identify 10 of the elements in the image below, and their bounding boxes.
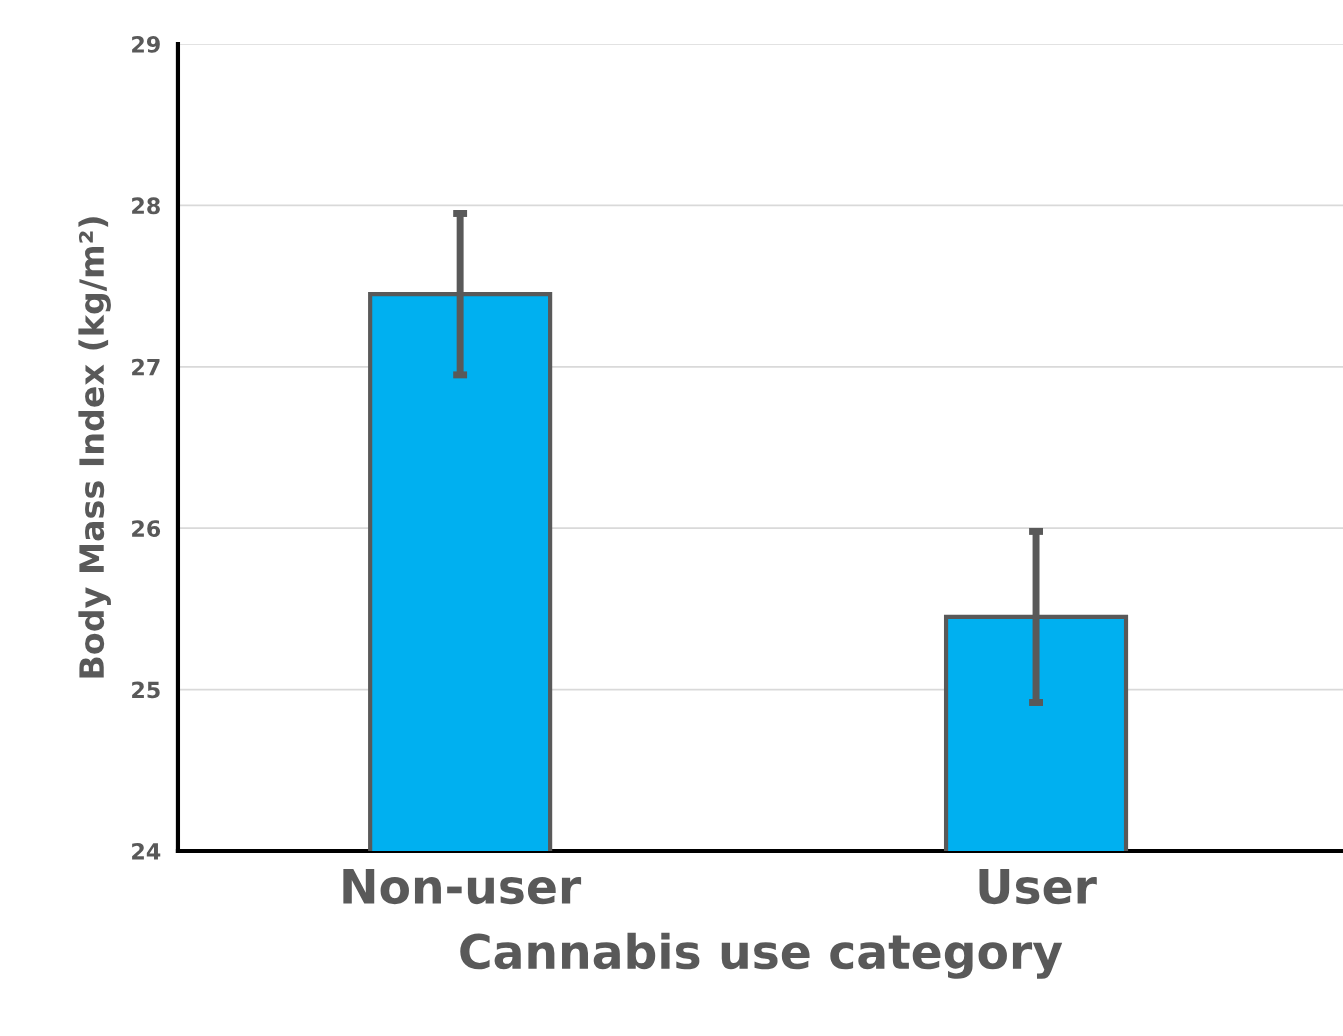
y-tick-label: 27 xyxy=(132,358,160,376)
x-tick-label: Non-user xyxy=(343,869,582,905)
x-tick-label: User xyxy=(979,869,1097,905)
y-axis-title: Body Mass Index (kg/m²) xyxy=(78,217,111,678)
y-tick-label: 25 xyxy=(132,681,160,699)
x-axis-title: Cannabis use category xyxy=(460,932,1063,979)
y-tick-label: 28 xyxy=(132,197,160,215)
y-tick-label: 26 xyxy=(132,520,161,537)
y-tick-label: 24 xyxy=(132,842,161,860)
y-tick-label: 29 xyxy=(132,35,160,53)
